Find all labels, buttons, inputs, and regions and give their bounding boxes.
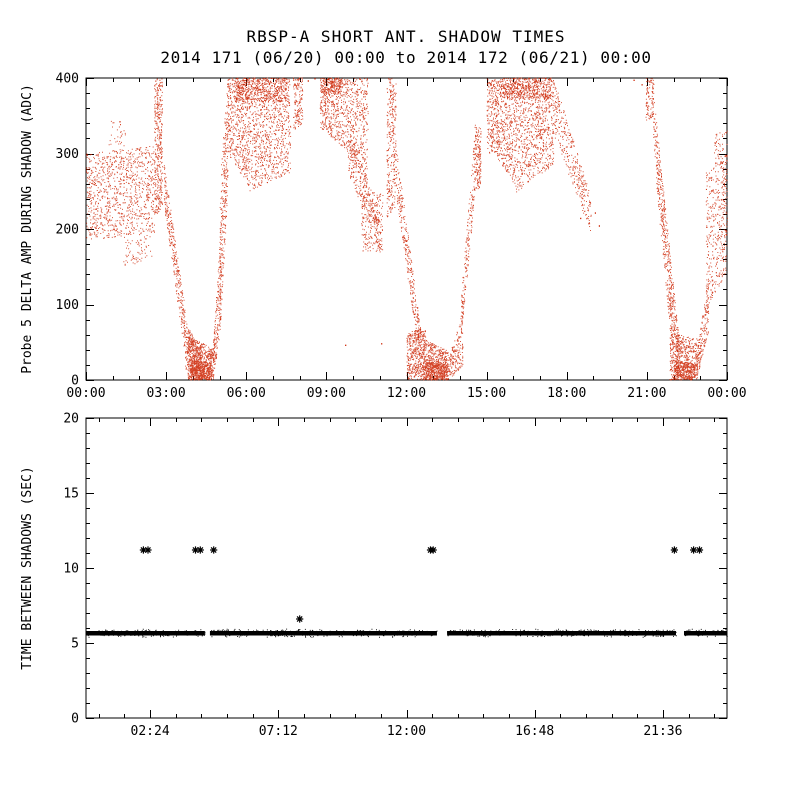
band-fuzz-points — [86, 628, 206, 638]
outlier-asterisk — [210, 546, 218, 554]
outlier-asterisk — [429, 546, 437, 554]
y-tick-label: 10 — [63, 562, 79, 577]
x-tick-label: 00:00 — [707, 386, 746, 401]
x-tick-label: 12:00 — [387, 386, 426, 401]
scatter-points — [86, 78, 186, 346]
outlier-asterisk — [139, 546, 147, 554]
band-fuzz-points — [447, 628, 677, 638]
x-tick-label: 16:48 — [515, 724, 554, 739]
x-tick-label: 21:00 — [627, 386, 666, 401]
band-fuzz-points — [685, 628, 728, 638]
bottom-y-axis-label: TIME BETWEEN SHADOWS (SEC) — [20, 466, 35, 670]
x-tick-label: 09:00 — [307, 386, 346, 401]
chart-title: RBSP-A SHORT ANT. SHADOW TIMES — [247, 27, 566, 46]
x-tick-label: 03:00 — [147, 386, 186, 401]
scatter-points — [324, 77, 422, 365]
x-tick-label: 07:12 — [259, 724, 298, 739]
outlier-asterisk — [695, 546, 704, 554]
scatter-points — [652, 91, 728, 381]
y-tick-label: 20 — [63, 412, 79, 427]
y-tick-label: 300 — [56, 147, 79, 162]
y-tick-label: 100 — [56, 298, 79, 313]
extra-scatter-points — [119, 78, 643, 346]
scatter-points — [705, 130, 728, 304]
y-tick-label: 400 — [56, 72, 79, 87]
bottom-plot: 02:24 07:12 12:00 16:48 21:36 0 5 10 15 20 — [63, 412, 728, 739]
x-tick-label: 21:36 — [643, 724, 682, 739]
outlier-asterisk — [144, 546, 152, 554]
x-tick-label: 00:00 — [66, 386, 105, 401]
x-tick-label: 15:00 — [467, 386, 506, 401]
y-tick-label: 5 — [71, 637, 79, 652]
y-tick-label: 15 — [63, 487, 79, 502]
outlier-asterisk — [670, 546, 678, 554]
outlier-asterisk — [296, 615, 304, 623]
scatter-points — [460, 77, 555, 346]
x-tick-label: 12:00 — [387, 724, 426, 739]
top-axes — [85, 77, 728, 381]
top-plot: 00:00 03:00 06:00 09:00 12:00 15:00 18:00 21:00… — [56, 72, 747, 402]
top-y-axis-label: Probe 5 DELTA AMP DURING SHADOW (ADC) — [20, 84, 35, 374]
outlier-asterisk — [196, 546, 204, 554]
band-fuzz-points — [211, 628, 438, 638]
chart-subtitle: 2014 171 (06/20) 00:00 to 2014 172 (06/2… — [160, 48, 651, 67]
scatter-points — [163, 165, 222, 381]
outlier-asterisk — [191, 546, 200, 554]
scatter-points — [235, 77, 346, 190]
y-tick-label: 0 — [71, 712, 79, 727]
scatter-points — [500, 77, 680, 373]
scatter-points — [212, 77, 292, 380]
x-tick-label: 18:00 — [547, 386, 586, 401]
x-tick-label: 06:00 — [227, 386, 266, 401]
y-tick-label: 0 — [71, 374, 79, 389]
y-tick-label: 200 — [56, 223, 79, 238]
bottom-axes — [85, 417, 728, 719]
scatter-points — [396, 140, 475, 381]
outlier-asterisk — [690, 546, 698, 554]
x-tick-label: 02:24 — [131, 724, 170, 739]
